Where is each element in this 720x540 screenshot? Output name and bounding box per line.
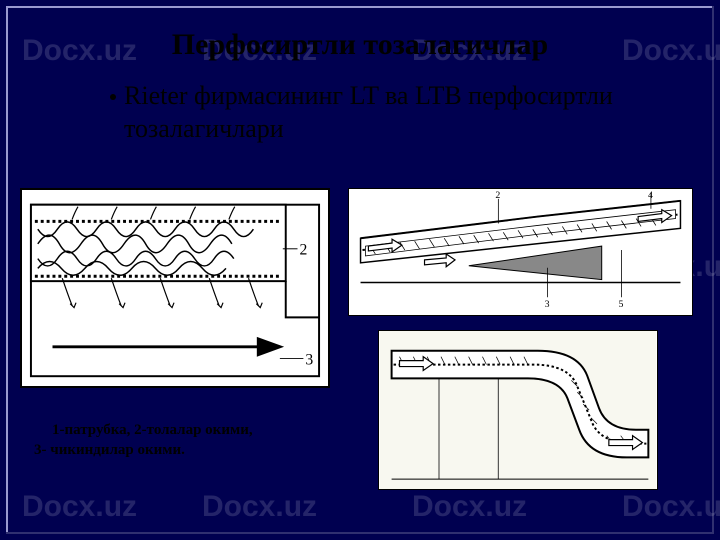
caption-line-2: 3- чикиндилар окими. [34,440,314,460]
slide-title: Перфосиртли тозалагичлар [0,28,720,62]
watermark: Docx.uz [22,490,137,524]
fig2-label-5: 5 [618,299,623,310]
figure-caption: 1-патрубка, 2-толалар окими, 3- чикиндил… [34,420,314,461]
slide-border-right [712,6,714,534]
watermark: Docx.uz [622,490,720,524]
figure-3 [378,330,658,490]
fig1-label-2: 2 [299,242,307,259]
slide-border-top [6,6,714,8]
slide-border-left [6,6,8,534]
fig2-label-2: 2 [495,190,500,201]
figure-2: 2 4 3 5 [348,188,693,316]
watermark: Docx.uz [202,490,317,524]
bullet-text: Rieter фирмасининг LT ва LTB перфосиртли… [124,80,660,145]
figure-1: 2 3 [20,188,330,388]
bullet-item: Rieter фирмасининг LT ва LTB перфосиртли… [110,80,660,145]
fig2-label-3: 3 [545,299,550,310]
fig2-label-4: 4 [648,190,653,201]
watermark: Docx.uz [412,490,527,524]
bullet-dot-icon [110,94,116,100]
caption-line-1: 1-патрубка, 2-толалар окими, [34,420,314,440]
slide-border-bottom [6,532,714,534]
fig1-label-3: 3 [305,351,313,368]
